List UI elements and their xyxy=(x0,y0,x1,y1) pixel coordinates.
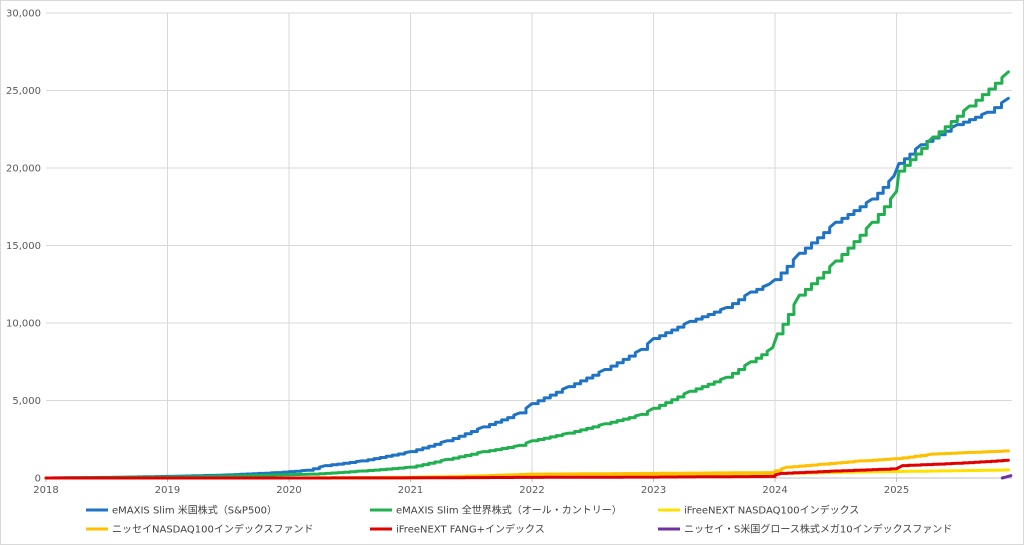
y-tick-label: 25,000 xyxy=(6,86,41,97)
y-tick-label: 15,000 xyxy=(6,241,41,252)
x-tick-label: 2025 xyxy=(884,485,909,496)
legend-label: ニッセイ・S米国グロース株式メガ10インデックスファンド xyxy=(684,523,952,536)
y-tick-label: 5,000 xyxy=(12,396,41,407)
legend: eMAXIS Slim 米国株式（S&P500） eMAXIS Slim 全世界株… xyxy=(86,504,952,536)
legend-label: iFreeNEXT NASDAQ100インデックス xyxy=(684,504,859,517)
series-line-2 xyxy=(44,70,1010,480)
x-tick-label: 2022 xyxy=(519,485,544,496)
x-tick-label: 2020 xyxy=(276,485,301,496)
y-tick-label: 0 xyxy=(35,474,41,485)
series-lines xyxy=(44,70,1013,480)
legend-label: ニッセイNASDAQ100インデックスファンド xyxy=(112,523,314,536)
x-tick-label: 2021 xyxy=(398,485,423,496)
x-tick-label: 2019 xyxy=(155,485,180,496)
y-tick-label: 30,000 xyxy=(6,9,41,20)
x-tick-label: 2018 xyxy=(33,485,58,496)
series-line-5 xyxy=(44,458,1010,480)
legend-label: iFreeNEXT FANG+インデックス xyxy=(396,523,545,536)
x-tick-label: 2024 xyxy=(762,485,787,496)
legend-label: eMAXIS Slim 全世界株式（オール・カントリー） xyxy=(396,504,622,517)
series-line-6 xyxy=(1000,474,1013,480)
gridlines xyxy=(46,12,1012,478)
y-tick-label: 20,000 xyxy=(6,164,41,175)
legend-label: eMAXIS Slim 米国株式（S&P500） xyxy=(112,504,277,517)
x-tick-label: 2023 xyxy=(641,485,666,496)
y-tick-label: 10,000 xyxy=(6,319,41,330)
